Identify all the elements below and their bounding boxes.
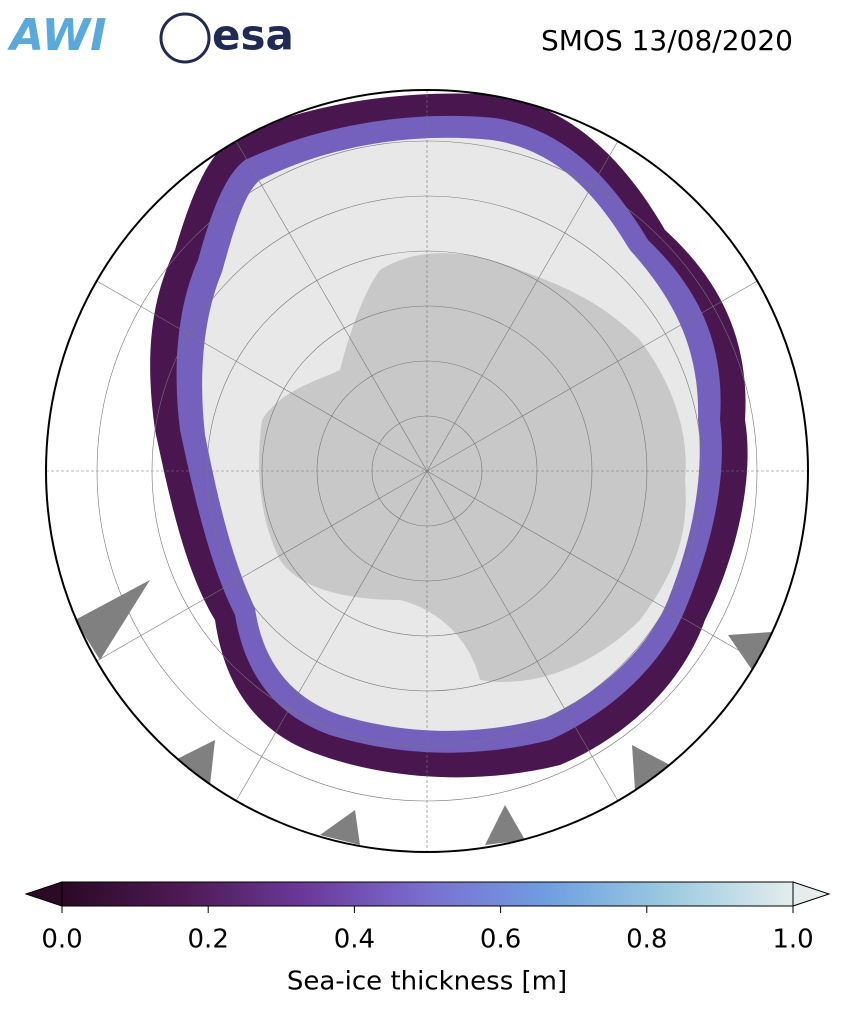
colorbar-body <box>61 881 794 907</box>
colorbar-label: Sea-ice thickness [m] <box>287 967 567 997</box>
map-frame <box>45 89 809 853</box>
colorbar: Sea-ice thickness [m] 0.0 0.2 0.4 0.6 0.8 1.0 <box>24 881 831 997</box>
map <box>46 90 808 852</box>
awi-logo: AWI <box>7 10 107 61</box>
colorbar-extend-low <box>24 881 63 907</box>
colorbar-tick-label: 0.2 <box>188 925 229 955</box>
antarctica <box>259 253 686 682</box>
colorbar-extend-high <box>792 881 831 907</box>
colorbar-tick-label: 0.4 <box>334 925 375 955</box>
map-title: SMOS 13/08/2020 <box>541 24 793 57</box>
colorbar-tick-label: 0.6 <box>480 925 521 955</box>
colorbar-tick-label: 0.0 <box>41 925 82 955</box>
land-fragments <box>75 580 772 845</box>
colorbar-tick-label: 1.0 <box>772 925 813 955</box>
graticule <box>46 90 808 852</box>
colorbar-tick-label: 0.8 <box>626 925 667 955</box>
esa-logo: esa <box>212 11 294 60</box>
esa-logo-mark <box>159 12 211 64</box>
